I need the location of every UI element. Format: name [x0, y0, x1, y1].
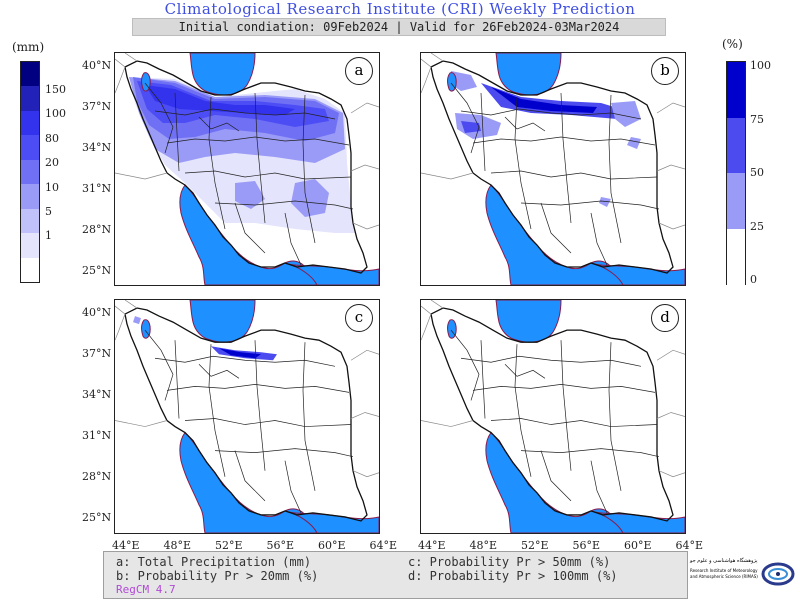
model-name: RegCM 4.7: [116, 583, 176, 596]
logo-text-fa: پژوهشگاه هواشناسی و علوم جو: [690, 558, 758, 564]
colorbar-segment: [21, 86, 39, 112]
latitude-tick: 25°N: [82, 511, 112, 524]
panel-a-total-precipitation: a: [114, 52, 380, 286]
map-subtitle: Initial condiation: 09Feb2024 | Valid fo…: [132, 18, 666, 36]
colorbar-label: 150: [45, 83, 66, 96]
colorbar-segment: [727, 62, 745, 118]
latitude-tick: 31°N: [82, 182, 112, 195]
longitude-tick: 56°E: [572, 539, 601, 552]
latitude-tick: 40°N: [82, 306, 112, 319]
latitude-tick: 28°N: [82, 223, 112, 236]
colorbar-label: 80: [45, 131, 59, 145]
right-colorbar-unit: (%): [722, 37, 743, 51]
colorbar-label: 50: [750, 166, 764, 179]
longitude-tick: 64°E: [675, 539, 704, 552]
colorbar-segment: [21, 62, 39, 87]
logo-text-en-1: Research Institute of Meteorology: [690, 568, 758, 573]
legend-b: b: Probability Pr > 20mm (%): [116, 569, 319, 583]
iran-map-d: [421, 300, 685, 533]
legend-d: d: Probability Pr > 100mm (%): [408, 569, 618, 583]
latitude-tick: 37°N: [82, 100, 112, 113]
longitude-tick: 60°E: [624, 539, 652, 552]
colorbar-label: 20: [45, 156, 59, 170]
probability-colorbar: [726, 61, 746, 285]
colorbar-label: 100: [45, 107, 66, 121]
colorbar-label: 10: [45, 180, 59, 194]
latitude-tick: 34°N: [82, 388, 112, 401]
colorbar-segment: [21, 135, 39, 161]
colorbar-label: 25: [750, 219, 764, 233]
logo-text-en-2: and Atmospheric Science (RIMAS): [690, 574, 758, 579]
colorbar-label: 1: [45, 229, 52, 243]
legend-a: a: Total Precipitation (mm): [116, 555, 312, 569]
panel-tag-d: d: [651, 304, 679, 332]
iran-map-c: [115, 300, 379, 533]
longitude-tick: 52°E: [521, 539, 549, 552]
legend-box: a: Total Precipitation (mm) b: Probabili…: [103, 551, 688, 599]
longitude-tick: 44°E: [418, 539, 446, 552]
precip-colorbar: [20, 61, 40, 283]
colorbar-segment: [21, 257, 39, 283]
latitude-tick: 28°N: [82, 470, 112, 483]
longitude-tick: 52°E: [215, 539, 243, 552]
legend-c: c: Probability Pr > 50mm (%): [408, 555, 611, 569]
panel-tag-b: b: [651, 57, 679, 85]
longitude-tick: 44°E: [112, 539, 140, 552]
colorbar-label: 0: [750, 273, 757, 286]
left-colorbar-unit: (mm): [12, 40, 45, 54]
map-title: Climatological Research Institute (CRI) …: [164, 0, 636, 18]
panel-tag-a: a: [345, 57, 373, 85]
latitude-tick: 34°N: [82, 141, 112, 154]
institute-logo: پژوهشگاه هواشناسی و علوم جو Research Ins…: [690, 556, 798, 596]
latitude-tick: 31°N: [82, 429, 112, 442]
latitude-tick: 25°N: [82, 264, 112, 277]
colorbar-segment: [21, 233, 39, 259]
panel-tag-c: c: [345, 304, 373, 332]
panel-b-probability-20mm: b: [420, 52, 686, 286]
colorbar-label: 75: [750, 112, 764, 126]
longitude-tick: 48°E: [469, 539, 498, 552]
colorbar-segment: [21, 110, 39, 136]
iran-map-a: [115, 53, 379, 285]
iran-map-b: [421, 53, 685, 285]
colorbar-segment: [727, 117, 745, 174]
colorbar-segment: [727, 228, 745, 285]
logo-swirl-icon: [761, 562, 795, 586]
longitude-tick: 64°E: [369, 539, 398, 552]
longitude-tick: 56°E: [266, 539, 295, 552]
longitude-tick: 48°E: [163, 539, 192, 552]
colorbar-segment: [727, 173, 745, 229]
colorbar-label: 100: [750, 59, 771, 72]
colorbar-segment: [21, 159, 39, 185]
longitude-tick: 60°E: [318, 539, 346, 552]
colorbar-label: 5: [45, 205, 52, 218]
colorbar-segment: [21, 208, 39, 234]
panel-d-probability-100mm: d: [420, 299, 686, 534]
panel-c-probability-50mm: c: [114, 299, 380, 534]
colorbar-segment: [21, 184, 39, 210]
latitude-tick: 40°N: [82, 59, 112, 72]
latitude-tick: 37°N: [82, 347, 112, 360]
